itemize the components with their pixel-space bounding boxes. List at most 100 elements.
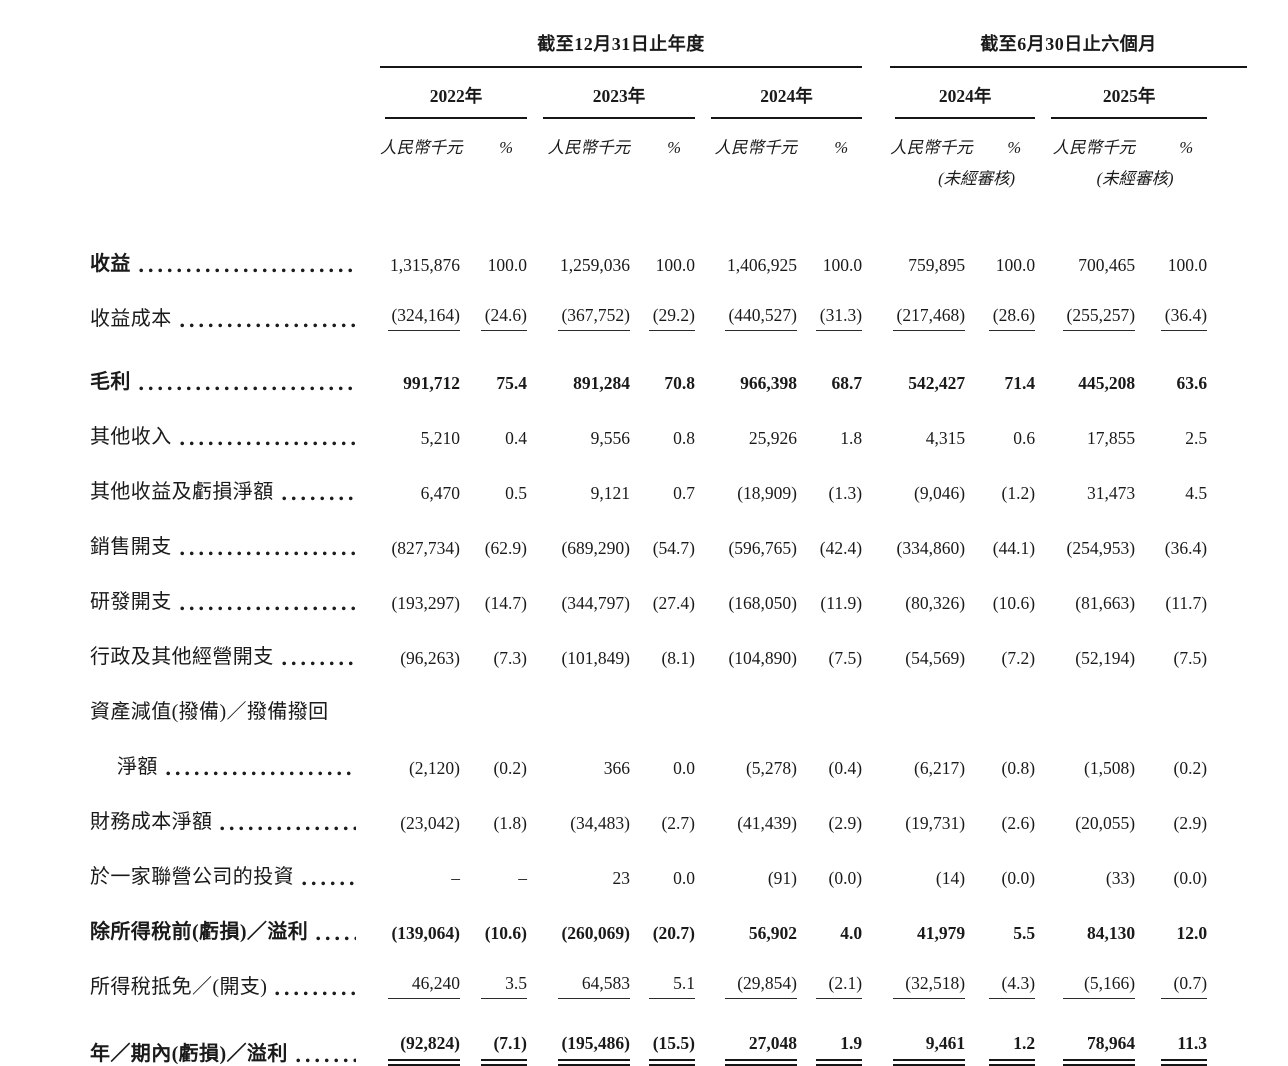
percent-cell: (7.1) (460, 999, 527, 1066)
group-gap (862, 504, 890, 559)
row-label: 行政及其他經營開支 (90, 646, 274, 668)
value-cell: 759,895 (908, 255, 966, 275)
value-cell: (255,257) (1035, 276, 1136, 331)
value-cell: (440,527) (695, 276, 797, 331)
value-cell: (14) (935, 868, 966, 888)
value-cell: 1,315,876 (390, 255, 460, 275)
percent-cell: (0.7) (1135, 944, 1208, 999)
percent-cell: (7.2) (1001, 648, 1036, 668)
year-2023-header: 2023年 (543, 83, 695, 119)
group-gap (862, 944, 890, 999)
period-group-row: 截至12月31日止年度 截至6月30日止六個月 (90, 30, 1248, 68)
value-cell: 64,583 (527, 944, 630, 999)
row-label: 收益成本 (90, 308, 172, 330)
percent-cell: (1.2) (1001, 483, 1036, 503)
percent-cell: (1.3) (828, 483, 863, 503)
percent-cell: 100.0 (995, 255, 1036, 275)
percent-cell: 0.0 (673, 868, 695, 888)
value-cell: (344,797) (561, 593, 630, 613)
row-tail (1207, 614, 1247, 669)
value-cell (695, 669, 797, 724)
period-interim-header: 截至6月30日止六個月 (890, 30, 1248, 68)
unit-label: 人民幣千元 (714, 138, 798, 157)
percent-cell: 100.0 (822, 255, 863, 275)
group-gap (862, 67, 890, 119)
table-row: 所得稅抵免／(開支) 46,240 3.5 64,583 5.1 (29,854) (2.1… (90, 944, 1247, 999)
row-label: 於一家聯營公司的投資 (90, 866, 294, 888)
percent-cell (630, 669, 695, 724)
row-label-cell: 銷售開支 (90, 504, 380, 559)
percent-cell: 3.5 (460, 944, 527, 999)
dot-leader (316, 936, 356, 941)
percent-cell: (2.9) (1173, 813, 1208, 833)
table-row: 收益成本 (324,164) (24.6) (367,752) (29.2) (440,5… (90, 276, 1247, 331)
table-row: 資產減值(撥備)／撥備撥回 (90, 669, 1247, 724)
table-row: 年／期內(虧損)／溢利 (92,824) (7.1) (195,486) (15.5) 2… (90, 999, 1247, 1066)
group-gap (862, 724, 890, 779)
label-column-spacer (90, 30, 380, 67)
percent-cell: (29.2) (630, 276, 695, 331)
dot-leader (302, 881, 356, 886)
percent-cell: (7.5) (1173, 648, 1208, 668)
percent-cell: (0.8) (1001, 758, 1036, 778)
value-cell: (324,164) (380, 276, 460, 331)
percent-cell: (42.4) (819, 538, 863, 558)
value-cell: (80,326) (905, 593, 966, 613)
dot-leader (179, 441, 356, 446)
value-cell: (260,069) (561, 923, 630, 943)
row-label: 其他收入 (90, 426, 172, 448)
value-cell: 891,284 (573, 373, 630, 393)
percent-cell: (10.6) (992, 593, 1036, 613)
percent-cell: (0.4) (828, 758, 863, 778)
row-tail (1207, 504, 1247, 559)
group-gap (862, 449, 890, 504)
dot-leader (179, 606, 356, 611)
table-row: 於一家聯營公司的投資 – – 23 0.0 (91) (0.0) (14) (0.0) (33) (… (90, 834, 1247, 889)
percent-cell: (11.7) (1165, 593, 1208, 613)
percent-cell: (2.1) (797, 944, 863, 999)
percent-cell: (10.6) (484, 923, 527, 943)
value-cell: (9,046) (914, 483, 966, 503)
row-label-cell: 其他收益及虧損淨額 (90, 449, 380, 504)
row-label-cell: 研發開支 (90, 559, 380, 614)
unaudited-label: (未經審核) (1096, 169, 1174, 188)
percent-cell: 100.0 (487, 255, 527, 275)
percent-cell: (14.7) (484, 593, 527, 613)
group-gap (862, 394, 890, 449)
group-gap (862, 30, 890, 67)
value-cell: (54,569) (905, 648, 966, 668)
percent-cell: (36.4) (1135, 276, 1208, 331)
group-gap (862, 276, 890, 331)
value-cell: 84,130 (1086, 923, 1136, 943)
dot-leader (295, 1058, 356, 1063)
value-cell: (92,824) (380, 999, 460, 1066)
unit-header-row: 人民幣千元 % 人民幣千元 % 人民幣千元 % 人民幣千元 % 人民幣千元 % (90, 119, 1247, 158)
percent-cell: 1.8 (840, 428, 863, 448)
group-gap (862, 614, 890, 669)
value-cell: (91) (767, 868, 797, 888)
row-label: 毛利 (90, 371, 131, 393)
value-cell: (96,263) (400, 648, 460, 668)
row-tail (1207, 276, 1247, 331)
percent-cell: 0.0 (673, 758, 695, 778)
value-cell: (367,752) (527, 276, 630, 331)
unit-label: 人民幣千元 (1052, 138, 1136, 157)
value-cell: 966,398 (740, 373, 797, 393)
value-cell: (5,166) (1035, 944, 1136, 999)
row-tail (1207, 944, 1247, 999)
dot-leader (281, 496, 356, 501)
row-label: 收益 (90, 253, 131, 275)
row-label: 年／期內(虧損)／溢利 (90, 1043, 288, 1065)
percent-cell (460, 669, 527, 724)
percent-label: % (834, 138, 849, 157)
value-cell: (689,290) (561, 538, 630, 558)
percent-cell: 100.0 (1167, 255, 1208, 275)
percent-cell: (28.6) (965, 276, 1036, 331)
group-gap (862, 559, 890, 614)
percent-cell: – (518, 868, 527, 888)
percent-label: % (667, 138, 681, 157)
table-row: 行政及其他經營開支 (96,263) (7.3) (101,849) (8.1) (104… (90, 614, 1247, 669)
row-label-cell: 於一家聯營公司的投資 (90, 834, 380, 889)
row-label-cell: 收益 (90, 189, 380, 276)
percent-cell: 4.5 (1185, 483, 1208, 503)
